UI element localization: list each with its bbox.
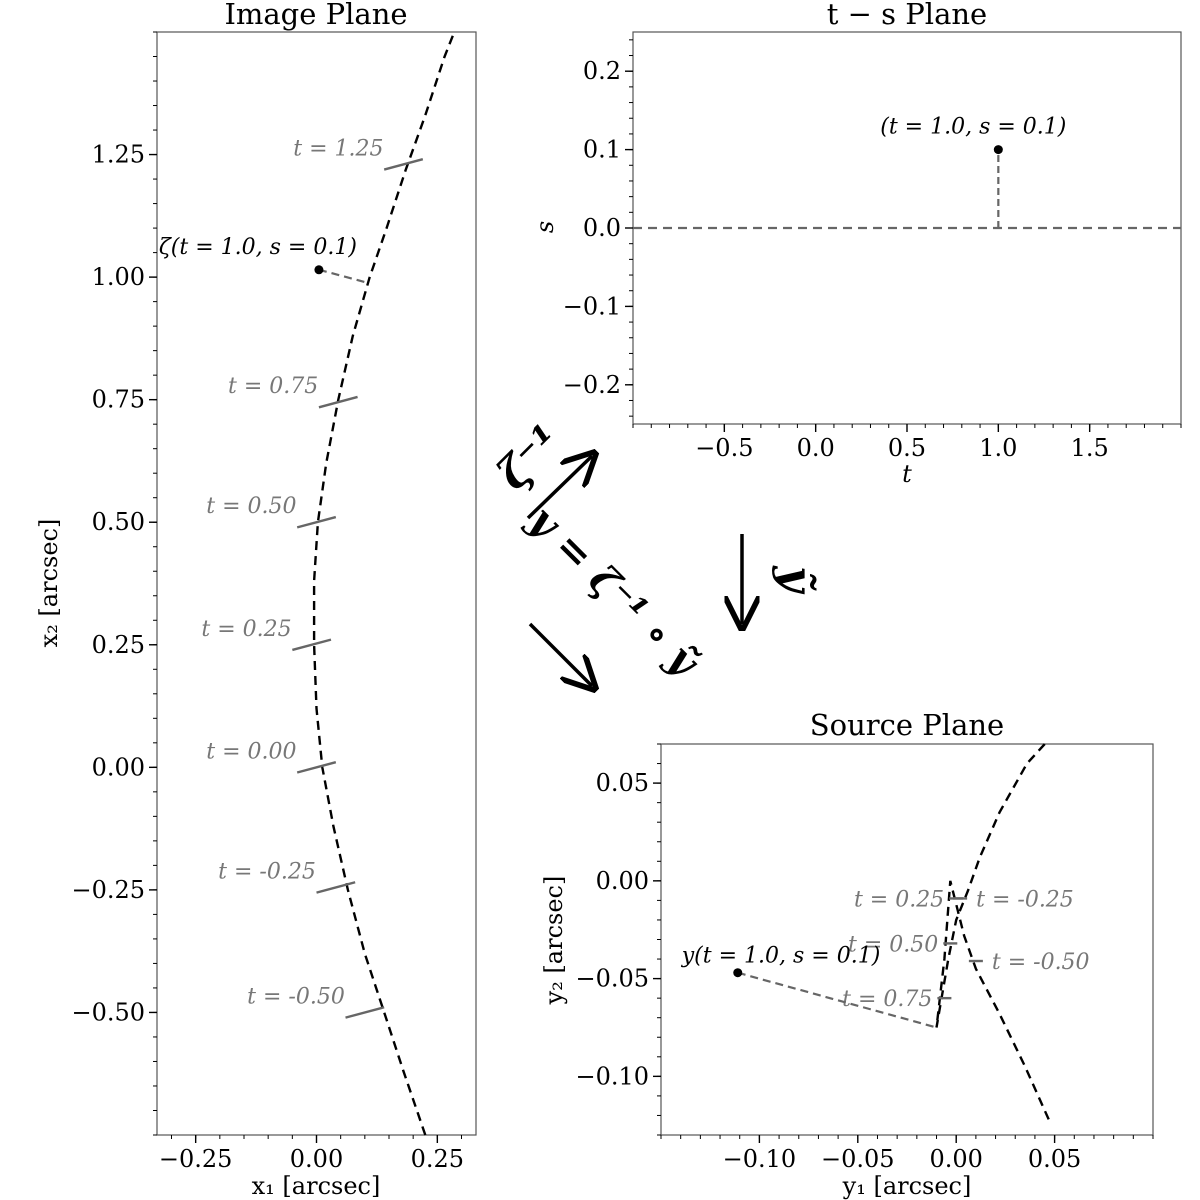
y-tick-label: 0.1	[583, 136, 621, 164]
x-tick-label: 0.0	[797, 434, 835, 462]
y-tick-label: −0.05	[575, 965, 649, 993]
y-tick-label: 0.00	[596, 867, 649, 895]
ts-plane-title: t − s Plane	[827, 0, 987, 31]
y-tick-label: 1.00	[92, 263, 145, 291]
ts-point	[993, 145, 1003, 155]
image-point-connector	[318, 268, 366, 284]
t-mark	[345, 1006, 385, 1019]
t-mark-label: t = 0.75	[228, 374, 318, 399]
t-mark-label: t = -0.25	[976, 887, 1074, 912]
x-tick-label: 0.5	[888, 434, 926, 462]
y-tick-label: −0.50	[71, 998, 145, 1026]
t-mark-label: t = 0.50	[206, 494, 296, 519]
ts-plane-ylabel: s	[531, 221, 559, 233]
x-tick-label: 1.5	[1071, 434, 1109, 462]
x-tick-label: 0.00	[290, 1145, 343, 1173]
x-tick-label: −0.25	[159, 1145, 233, 1173]
x-tick-label: −0.5	[695, 434, 753, 462]
y-tick-label: −0.10	[575, 1062, 649, 1090]
y-tick-label: 0.0	[583, 214, 621, 242]
x-tick-label: 0.05	[1028, 1145, 1081, 1173]
y-tick-label: 0.2	[583, 57, 621, 85]
y-tick-label: 0.25	[92, 631, 145, 659]
t-mark	[292, 638, 332, 652]
source-plane-title: Source Plane	[810, 708, 1004, 742]
image-point	[314, 265, 324, 275]
t-mark	[318, 395, 358, 409]
t-mark	[383, 158, 424, 171]
y-tick-label: 0.00	[92, 753, 145, 781]
source-point-connector	[737, 971, 937, 1029]
source-point-label: y(t = 1.0, s = 0.1)	[681, 944, 881, 969]
y-tick-label: −0.2	[563, 371, 621, 399]
source-plane-xlabel: y₁ [arcsec]	[842, 1172, 972, 1200]
ts-plane-panel: −0.5 0.0 0.5 1.0 1.5 −0.2 −0.1 0.0 0.1 0.2 (t = 1.…	[563, 31, 1182, 462]
source-plane-panel: −0.10 −0.05 0.00 0.05 −0.10 −0.05 0.00 0.05 t = …	[575, 743, 1154, 1173]
plot-frame	[156, 31, 477, 1136]
t-mark-label: t = 0.50	[848, 932, 938, 957]
source-point	[733, 968, 743, 978]
y-tick-label: 0.05	[596, 769, 649, 797]
image-plane-panel: −0.25 0.00 0.25 −0.50 −0.25 0.00 0.25 0.50 0.75 1…	[71, 31, 477, 1173]
t-mark-label: t = 0.00	[206, 739, 296, 764]
source-plane-curve	[935, 743, 1050, 1120]
t-mark-label: t = -0.50	[992, 950, 1090, 975]
y-tick-label: 0.75	[92, 386, 145, 414]
image-plane-curve	[312, 31, 456, 1136]
zeta-inverse-arrow	[526, 456, 592, 520]
t-mark-label: t = 1.25	[293, 136, 383, 161]
t-mark	[316, 881, 356, 894]
t-mark-label: t = -0.25	[218, 859, 316, 884]
x-tick-label: −0.10	[723, 1145, 797, 1173]
t-mark-label: t = 0.25	[854, 887, 944, 912]
image-plane-ylabel: x₂ [arcsec]	[35, 519, 63, 648]
composition-label: y = ζ⁻¹ ∘ ỹ	[519, 496, 710, 687]
y-tick-label: 0.50	[92, 508, 145, 536]
image-point-label: ζ(t = 1.0, s = 0.1)	[159, 235, 357, 260]
image-plane-xlabel: x₁ [arcsec]	[252, 1172, 381, 1200]
x-tick-label: 0.00	[929, 1145, 982, 1173]
t-mark	[296, 760, 337, 774]
composition-arrow	[528, 622, 592, 686]
ts-point-label: (t = 1.0, s = 0.1)	[880, 115, 1066, 140]
ts-plane-xlabel: t	[902, 460, 912, 488]
t-mark-label: t = -0.50	[247, 984, 345, 1009]
x-tick-label: −0.05	[821, 1145, 895, 1173]
t-mark	[296, 515, 337, 529]
y-tick-label: −0.1	[563, 292, 621, 320]
source-plane-ylabel: y₂ [arcsec]	[540, 876, 568, 1006]
y-tick-label: 1.25	[92, 141, 145, 169]
t-mark-label: t = 0.25	[201, 617, 291, 642]
image-plane-title: Image Plane	[224, 0, 407, 31]
x-tick-label: 0.25	[411, 1145, 464, 1173]
x-tick-label: 1.0	[979, 434, 1017, 462]
t-mark-label: t = 0.75	[842, 987, 932, 1012]
y-tick-label: −0.25	[71, 876, 145, 904]
y-tilde-label: ỹ	[771, 565, 822, 595]
